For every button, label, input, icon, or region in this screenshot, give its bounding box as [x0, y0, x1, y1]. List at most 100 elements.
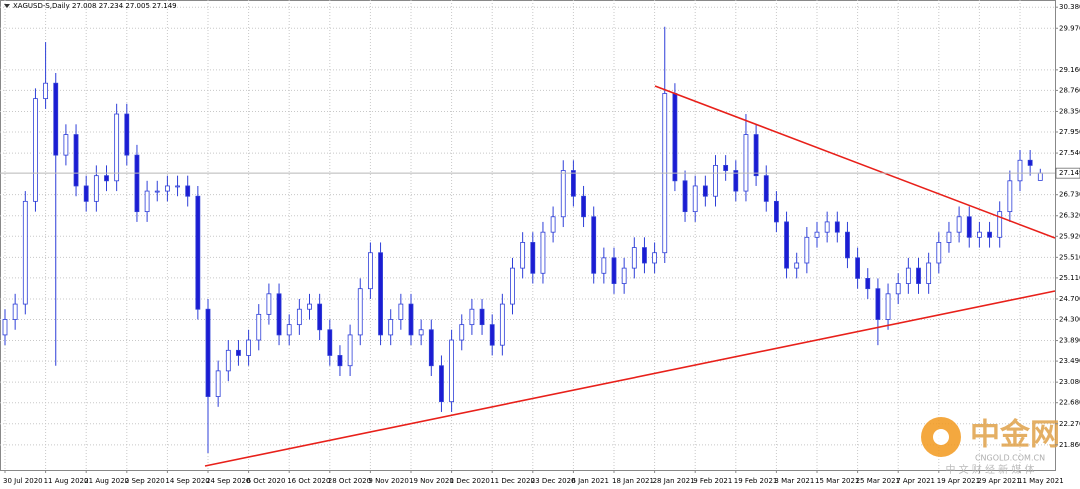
- candle-body: [642, 247, 647, 264]
- candle-body: [865, 278, 871, 290]
- candle-body: [296, 308, 302, 326]
- candle-body: [550, 216, 556, 233]
- candle-body: [449, 339, 455, 403]
- candle-body: [936, 242, 942, 264]
- candle-body: [185, 185, 191, 197]
- candle-body: [987, 231, 992, 238]
- y-tick-label: 25.110: [1059, 274, 1080, 282]
- candle-body: [104, 175, 109, 182]
- candle-body: [956, 216, 962, 233]
- symbol-icon: [4, 4, 10, 8]
- y-tick-label: 30.380: [1059, 3, 1080, 11]
- candle-body: [814, 231, 820, 238]
- candle-body: [702, 185, 708, 197]
- candle-body: [763, 175, 769, 202]
- candle-body: [479, 308, 485, 326]
- candle-body: [713, 164, 718, 197]
- candle-body: [845, 231, 850, 259]
- plot-frame: [0, 0, 1056, 471]
- x-tick-label: 19 Feb 2021: [734, 477, 778, 485]
- candle-body: [692, 185, 698, 213]
- x-tick-label: 19 Nov 2020: [409, 477, 454, 485]
- candle-body: [774, 200, 779, 223]
- candle-body: [855, 257, 860, 279]
- candle-body: [784, 221, 789, 269]
- candle-body: [215, 370, 221, 397]
- candle-body: [510, 267, 515, 305]
- y-tick-label: 25.510: [1059, 253, 1080, 261]
- candle-body: [266, 293, 272, 315]
- y-tick-label: 23.080: [1059, 378, 1080, 386]
- x-tick-label: 25 Mar 2021: [856, 477, 900, 485]
- candle-body: [195, 195, 201, 310]
- resistance-trendline: [654, 85, 1056, 239]
- y-tick-label: 22.270: [1059, 420, 1080, 428]
- candle-body: [895, 283, 901, 295]
- candle-body: [682, 180, 688, 213]
- candle-body: [875, 288, 881, 320]
- candle-body: [743, 134, 749, 192]
- y-tick-label: 29.160: [1059, 66, 1080, 74]
- candle-body: [236, 349, 241, 356]
- x-tick-label: 6 Oct 2020: [247, 477, 286, 485]
- candle-body: [794, 262, 800, 269]
- candle-body: [418, 329, 424, 336]
- candle-body: [1007, 180, 1013, 213]
- support-trendline: [204, 290, 1056, 467]
- candle-body: [398, 303, 404, 320]
- candle-body: [154, 190, 160, 193]
- candle-body: [571, 170, 576, 197]
- candle-body: [43, 82, 48, 100]
- candle-body: [530, 242, 536, 274]
- candle-body: [520, 242, 526, 269]
- candle-body: [560, 170, 566, 218]
- x-tick-label: 28 Jan 2021: [653, 477, 695, 485]
- candle-body: [1027, 159, 1033, 166]
- watermark-brand: 中金网: [970, 418, 1060, 453]
- y-tick-label: 22.680: [1059, 399, 1080, 407]
- candle-body: [134, 154, 140, 213]
- x-tick-label: 24 Sep 2020: [206, 477, 250, 485]
- candle-body: [540, 231, 546, 274]
- current-price-label: 27.149: [1059, 169, 1080, 177]
- candle-body: [388, 319, 394, 336]
- candle-body: [459, 324, 465, 341]
- candle-body: [1037, 172, 1043, 181]
- watermark-logo-inner: [933, 429, 949, 445]
- y-tick-label: 27.540: [1059, 149, 1080, 157]
- candle-body: [164, 185, 170, 192]
- x-tick-label: 14 Sep 2020: [165, 477, 209, 485]
- candle-body: [439, 365, 444, 403]
- candle-body: [205, 308, 211, 397]
- x-tick-label: 29 Apr 2021: [977, 477, 1020, 485]
- watermark: 中金网 CNGOLD.COM.CN 中 文 财 经 新 媒 体: [921, 417, 1060, 476]
- y-tick-label: 24.300: [1059, 315, 1080, 323]
- candle-body: [601, 257, 607, 274]
- watermark-site: CNGOLD.COM.CN: [975, 454, 1045, 463]
- candle-body: [804, 236, 810, 264]
- candle-body: [824, 221, 830, 233]
- x-tick-label: 7 Apr 2021: [896, 477, 935, 485]
- x-tick-label: 11 Aug 2020: [44, 477, 89, 485]
- candle-body: [489, 324, 495, 346]
- candle-body: [469, 308, 475, 326]
- y-tick-label: 23.490: [1059, 357, 1080, 365]
- candle-body: [916, 267, 921, 284]
- x-tick-label: 6 Jan 2021: [571, 477, 609, 485]
- candle-body: [276, 293, 282, 336]
- y-tick-label: 28.760: [1059, 86, 1080, 94]
- candle-body: [591, 216, 597, 274]
- candle-body: [885, 293, 891, 320]
- x-tick-label: 15 Mar 2021: [815, 477, 859, 485]
- candle-body: [1017, 159, 1023, 182]
- candle-body: [83, 185, 89, 202]
- x-tick-label: 18 Jan 2021: [612, 477, 654, 485]
- candle-body: [225, 349, 231, 372]
- chart-title: XAGUSD-S,Daily 27.008 27.234 27.005 27.1…: [13, 2, 177, 10]
- candle-body: [73, 134, 79, 187]
- y-tick-label: 21.860: [1059, 441, 1080, 449]
- y-tick-label: 26.320: [1059, 212, 1080, 220]
- candle-body: [723, 164, 729, 171]
- candle-body: [753, 134, 759, 177]
- candle-body: [621, 267, 627, 284]
